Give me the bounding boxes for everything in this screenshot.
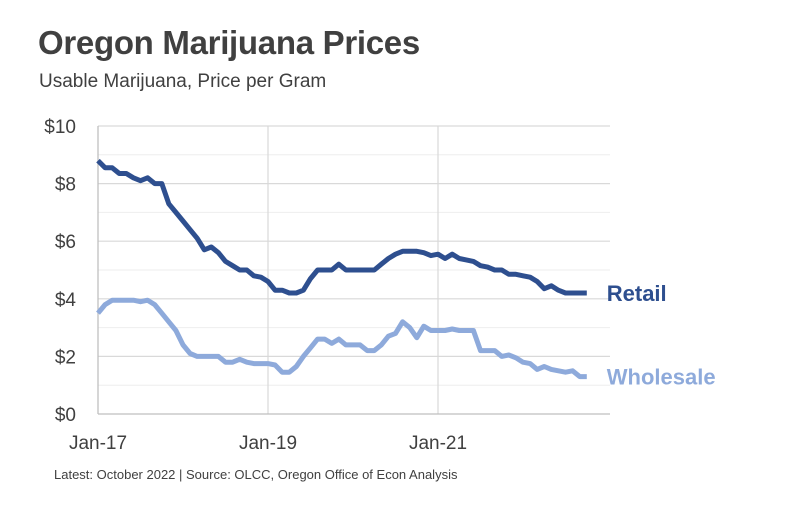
- chart-subtitle: Usable Marijuana, Price per Gram: [39, 71, 327, 92]
- series-line-wholesale: [96, 297, 587, 380]
- y-tick-label: $10: [44, 117, 76, 138]
- y-tick-label: $0: [55, 405, 76, 426]
- series-lines: [96, 158, 587, 380]
- series-label-retail: Retail: [607, 281, 667, 306]
- x-tick-label: Jan-17: [69, 433, 127, 454]
- series-label-wholesale: Wholesale: [607, 365, 716, 390]
- x-tick-label: Jan-19: [239, 433, 297, 454]
- y-tick-label: $4: [55, 290, 77, 311]
- series-line-retail: [96, 158, 587, 296]
- y-tick-label: $8: [55, 175, 76, 196]
- y-tick-label: $6: [55, 232, 76, 253]
- y-tick-label: $2: [55, 347, 76, 368]
- y-axis-tick-labels: $0 $2 $4 $6 $8 $10: [44, 117, 76, 426]
- x-axis-tick-labels: Jan-17 Jan-19 Jan-21: [69, 433, 467, 454]
- x-tick-label: Jan-21: [409, 433, 467, 454]
- axes: [97, 126, 610, 415]
- series-labels: Retail Wholesale: [607, 281, 716, 390]
- gridlines: [98, 125, 610, 414]
- chart-footer: Latest: October 2022 | Source: OLCC, Ore…: [54, 467, 458, 482]
- chart-title: Oregon Marijuana Prices: [38, 24, 420, 61]
